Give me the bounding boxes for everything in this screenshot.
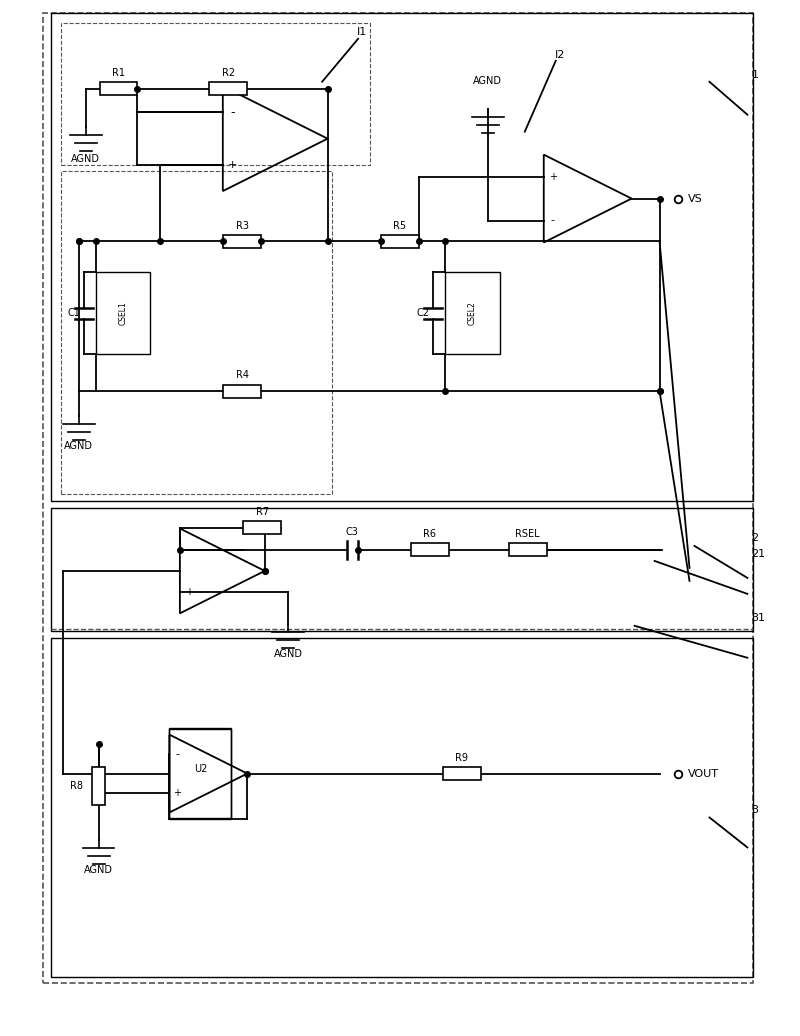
Text: +: + [549,172,557,181]
Text: 3: 3 [751,806,758,815]
Text: -: - [175,749,179,759]
Text: I1: I1 [357,27,367,37]
Text: AGND: AGND [84,865,113,875]
Text: R2: R2 [222,67,235,78]
Text: -: - [187,545,191,554]
Bar [210,82,247,95]
Text: 21: 21 [751,549,766,559]
Text: +: + [228,160,238,170]
Text: R9: R9 [455,752,468,762]
Text: VOUT: VOUT [687,769,718,779]
Text: R1: R1 [112,67,125,78]
Text: -: - [550,215,554,226]
Text: R6: R6 [423,528,437,539]
Text: AGND: AGND [64,441,93,451]
Text: 2: 2 [751,533,758,543]
Text: 1: 1 [751,69,758,80]
Bar [50,638,754,977]
Text: CSEL2: CSEL2 [468,301,477,325]
Bar [223,235,262,248]
Text: R3: R3 [236,221,249,230]
Bar [95,272,150,354]
Bar [411,543,449,556]
Bar [170,728,231,818]
Bar [243,521,282,535]
Bar [170,727,231,819]
Text: C1: C1 [67,309,80,318]
Text: C2: C2 [417,309,430,318]
Bar [92,767,105,805]
Bar [445,272,500,354]
Text: -: - [230,106,235,119]
Text: R5: R5 [394,221,406,230]
Text: AGND: AGND [71,153,100,164]
Bar [443,767,481,780]
Bar [381,235,419,248]
Bar [50,12,754,501]
Text: C3: C3 [346,526,358,537]
Text: +: + [174,788,182,798]
Bar [99,82,138,95]
Text: 31: 31 [751,613,766,623]
Text: R7: R7 [256,507,269,517]
Bar [50,508,754,631]
Text: AGND: AGND [274,649,302,659]
Text: U2: U2 [194,764,207,774]
Text: VS: VS [687,194,702,203]
Text: +: + [185,587,193,597]
Text: R8: R8 [70,780,83,790]
Text: RSEL: RSEL [515,528,540,539]
Text: CSEL1: CSEL1 [118,301,127,325]
Text: AGND: AGND [474,76,502,86]
Text: R4: R4 [236,370,249,380]
Bar [223,384,262,398]
Text: I2: I2 [554,50,565,60]
Bar [509,543,546,556]
